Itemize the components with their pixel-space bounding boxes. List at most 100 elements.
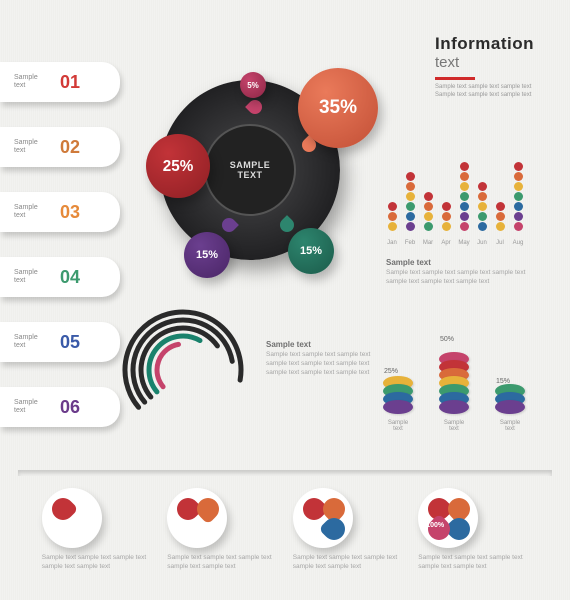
arc-caption: Sample text Sample text sample text samp… [266,340,376,377]
badge-row: 55% Sample text sample text sample text s… [0,488,570,572]
badge-text: Sample text sample text sample text samp… [167,554,277,572]
month-label: Jan [383,240,401,246]
bar-dot [442,202,451,211]
bar-dot [478,182,487,191]
tab-04[interactable]: Sample text 04 [0,257,120,297]
stack-label: Sample text [492,420,528,432]
stack [380,382,416,414]
bar-dot [496,202,505,211]
badge-pct: 100% [426,522,444,529]
stack-label: Sample text [380,420,416,432]
bar-dot [388,222,397,231]
bar-dot [478,202,487,211]
month-col [458,162,470,232]
tab-label: Sample text [14,74,54,91]
bar-dot [496,212,505,221]
hub-bubble: 35% [298,68,378,148]
badge: 85%Sample text sample text sample text s… [293,488,403,572]
tab-number: 03 [60,202,80,223]
month-col [440,202,452,232]
bar-dot [460,182,469,191]
hub-chart: SAMPLE TEXT 35%25%15%15%5% [140,60,360,280]
month-label: Jul [491,240,509,246]
tab-03[interactable]: Sample text 03 [0,192,120,232]
bar-dot [406,212,415,221]
month-col [422,192,434,232]
bar-dot [514,212,523,221]
bar-dot [478,212,487,221]
badge-coin: 55% [42,488,102,548]
bar-dot [406,202,415,211]
month-label: Jun [473,240,491,246]
bar-dot [406,222,415,231]
tab-number: 04 [60,267,80,288]
bar-dot [514,192,523,201]
badge-pct: 75% [175,522,189,529]
badge-pct: 85% [301,522,315,529]
bar-dot [388,202,397,211]
tab-number: 05 [60,332,80,353]
petal-icon [424,513,455,544]
stack-disc [383,400,413,414]
badge-pct: 55% [50,522,64,529]
bar-dot [514,202,523,211]
bar-dot [424,222,433,231]
hub-bubble: 15% [184,232,230,278]
tab-05[interactable]: Sample text 05 [0,322,120,362]
bar-dot [424,212,433,221]
info-title: Information text Sample text sample text… [435,34,534,100]
bar-dot [424,202,433,211]
bar-dot [460,162,469,171]
month-label: Mar [419,240,437,246]
arc-body: Sample text sample text sample text samp… [266,351,376,377]
tab-label: Sample text [14,139,54,156]
bar-dot [406,192,415,201]
hub-bubble: 15% [288,228,334,274]
tab-number: 06 [60,397,80,418]
bar-dot [496,222,505,231]
bar-dot [406,172,415,181]
stack-disc [439,400,469,414]
month-label: Apr [437,240,455,246]
month-col [386,202,398,232]
arc-head: Sample text [266,340,376,349]
bar-dot [460,172,469,181]
tab-number: 02 [60,137,80,158]
bar-dot [442,222,451,231]
month-label: Aug [509,240,527,246]
bars-body: Sample text sample text sample text samp… [386,269,536,287]
petal-icon [47,493,78,524]
stacked-cylinders: Sample text25%Sample text50%Sample text1… [380,320,540,440]
month-col [476,182,488,232]
bar-dot [460,222,469,231]
tab-label: Sample text [14,204,54,221]
bar-dot [460,212,469,221]
bar-dot [514,172,523,181]
tab-number: 01 [60,72,80,93]
badge: 100%Sample text sample text sample text … [418,488,528,572]
bar-dot [514,182,523,191]
title-sub: text [435,54,534,71]
stack-pct: 15% [496,378,510,385]
badge-text: Sample text sample text sample text samp… [42,554,152,572]
month-col [404,172,416,232]
bar-dot [478,222,487,231]
tab-02[interactable]: Sample text 02 [0,127,120,167]
tab-01[interactable]: Sample text 01 [0,62,120,102]
hub-bubble: 5% [240,72,266,98]
title-main: Information [435,34,534,54]
tab-06[interactable]: Sample text 06 [0,387,120,427]
stack-disc [495,400,525,414]
bar-dot [424,192,433,201]
arc-chart [118,300,248,430]
month-label: May [455,240,473,246]
stack [436,358,472,414]
title-accent [435,77,475,80]
bar-dot [460,202,469,211]
arc-ring [157,344,178,386]
hub-core: SAMPLE TEXT [204,124,296,216]
bar-dot [514,222,523,231]
badge-coin: 75% [167,488,227,548]
tab-label: Sample text [14,269,54,286]
bars-caption: Sample text Sample text sample text samp… [386,258,536,287]
